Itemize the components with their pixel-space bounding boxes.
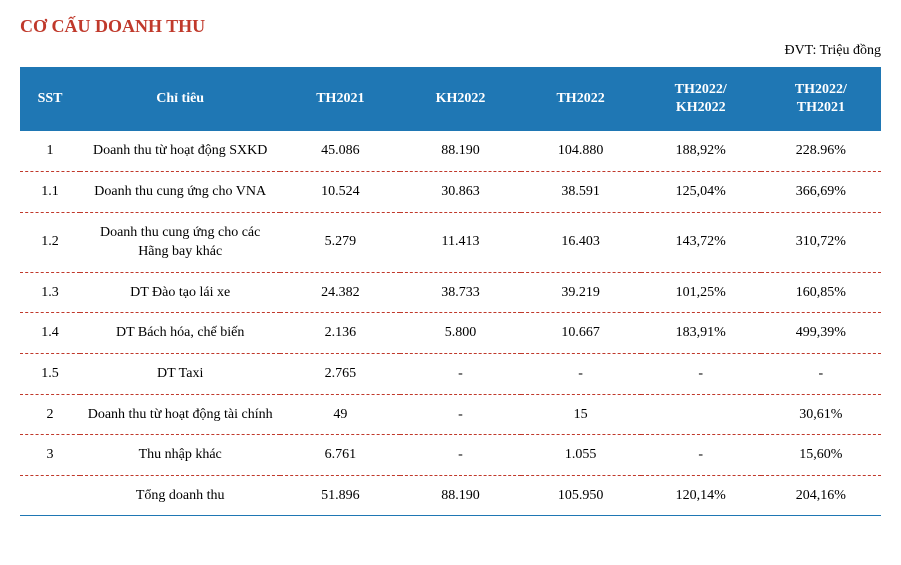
cell-value: 15,60% <box>761 435 881 476</box>
cell-indicator: Doanh thu từ hoạt động tài chính <box>80 394 280 435</box>
cell-value: - <box>761 353 881 394</box>
column-header: Chỉ tiêu <box>80 67 280 131</box>
revenue-table: SSTChỉ tiêuTH2021KH2022TH2022TH2022/KH20… <box>20 67 881 516</box>
cell-value: 30.863 <box>400 171 520 212</box>
unit-label: ĐVT: Triệu đồng <box>20 43 881 59</box>
cell-value: 204,16% <box>761 475 881 516</box>
cell-sst: 2 <box>20 394 80 435</box>
cell-sst: 1.5 <box>20 353 80 394</box>
table-row: 3Thu nhập khác6.761-1.055-15,60% <box>20 435 881 476</box>
cell-value: 2.765 <box>280 353 400 394</box>
cell-value: 38.591 <box>521 171 641 212</box>
cell-value: 104.880 <box>521 131 641 171</box>
cell-value: 125,04% <box>641 171 761 212</box>
cell-value: 6.761 <box>280 435 400 476</box>
cell-indicator: DT Bách hóa, chế biến <box>80 313 280 354</box>
cell-value: 16.403 <box>521 212 641 272</box>
cell-value: 499,39% <box>761 313 881 354</box>
cell-value: - <box>400 435 520 476</box>
table-header: SSTChỉ tiêuTH2021KH2022TH2022TH2022/KH20… <box>20 67 881 131</box>
cell-sst: 1.2 <box>20 212 80 272</box>
cell-value: 183,91% <box>641 313 761 354</box>
cell-value: - <box>641 435 761 476</box>
cell-indicator: Doanh thu cung ứng cho VNA <box>80 171 280 212</box>
table-row: 1.4DT Bách hóa, chế biến2.1365.80010.667… <box>20 313 881 354</box>
cell-sst: 1.3 <box>20 272 80 313</box>
cell-value: 366,69% <box>761 171 881 212</box>
cell-value: 160,85% <box>761 272 881 313</box>
column-header: TH2022/KH2022 <box>641 67 761 131</box>
cell-value: 101,25% <box>641 272 761 313</box>
cell-value: 105.950 <box>521 475 641 516</box>
column-header: KH2022 <box>400 67 520 131</box>
cell-value: 39.219 <box>521 272 641 313</box>
cell-indicator: Thu nhập khác <box>80 435 280 476</box>
cell-value <box>641 394 761 435</box>
cell-value: 10.524 <box>280 171 400 212</box>
table-row: 1.2Doanh thu cung ứng cho các Hãng bay k… <box>20 212 881 272</box>
table-row: Tổng doanh thu51.89688.190105.950120,14%… <box>20 475 881 516</box>
cell-value: 88.190 <box>400 475 520 516</box>
cell-sst: 1.4 <box>20 313 80 354</box>
cell-value: 2.136 <box>280 313 400 354</box>
cell-indicator: DT Đào tạo lái xe <box>80 272 280 313</box>
cell-sst: 1 <box>20 131 80 171</box>
table-body: 1Doanh thu từ hoạt động SXKD45.08688.190… <box>20 131 881 515</box>
table-row: 1Doanh thu từ hoạt động SXKD45.08688.190… <box>20 131 881 171</box>
cell-value: 24.382 <box>280 272 400 313</box>
cell-indicator: DT Taxi <box>80 353 280 394</box>
section-title: CƠ CẤU DOANH THU <box>20 16 881 37</box>
cell-value: 49 <box>280 394 400 435</box>
cell-value: - <box>521 353 641 394</box>
cell-value: - <box>400 394 520 435</box>
table-row: 1.5DT Taxi2.765---- <box>20 353 881 394</box>
cell-value: - <box>400 353 520 394</box>
column-header: TH2022/TH2021 <box>761 67 881 131</box>
cell-value: 228.96% <box>761 131 881 171</box>
cell-value: 120,14% <box>641 475 761 516</box>
cell-value: 51.896 <box>280 475 400 516</box>
cell-sst <box>20 475 80 516</box>
table-row: 2Doanh thu từ hoạt động tài chính49-15 30… <box>20 394 881 435</box>
column-header: TH2021 <box>280 67 400 131</box>
cell-value: 30,61% <box>761 394 881 435</box>
cell-value: 45.086 <box>280 131 400 171</box>
cell-value: 38.733 <box>400 272 520 313</box>
cell-value: 310,72% <box>761 212 881 272</box>
table-row: 1.1Doanh thu cung ứng cho VNA10.52430.86… <box>20 171 881 212</box>
cell-indicator: Doanh thu từ hoạt động SXKD <box>80 131 280 171</box>
cell-value: 1.055 <box>521 435 641 476</box>
cell-value: 5.279 <box>280 212 400 272</box>
cell-value: 143,72% <box>641 212 761 272</box>
cell-sst: 3 <box>20 435 80 476</box>
cell-value: 88.190 <box>400 131 520 171</box>
cell-sst: 1.1 <box>20 171 80 212</box>
cell-value: 11.413 <box>400 212 520 272</box>
column-header: TH2022 <box>521 67 641 131</box>
cell-indicator: Doanh thu cung ứng cho các Hãng bay khác <box>80 212 280 272</box>
table-row: 1.3DT Đào tạo lái xe24.38238.73339.21910… <box>20 272 881 313</box>
cell-indicator: Tổng doanh thu <box>80 475 280 516</box>
column-header: SST <box>20 67 80 131</box>
cell-value: 188,92% <box>641 131 761 171</box>
cell-value: 10.667 <box>521 313 641 354</box>
cell-value: 5.800 <box>400 313 520 354</box>
cell-value: 15 <box>521 394 641 435</box>
cell-value: - <box>641 353 761 394</box>
